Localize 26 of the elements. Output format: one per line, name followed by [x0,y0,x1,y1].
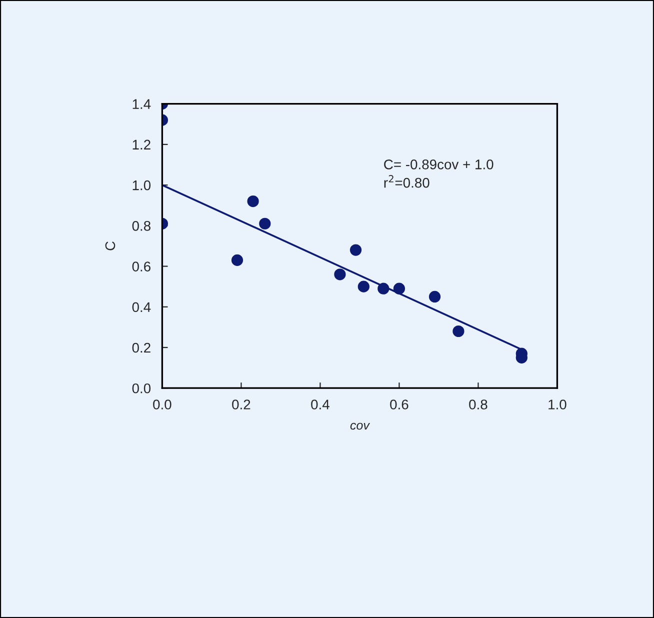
x-tick-label: 0.8 [469,400,488,410]
x-tick-label: 0.2 [232,400,250,410]
y-tick-label: 1.0 [132,180,151,190]
x-tick-label: 0.0 [153,400,172,410]
x-tick-label: 0.6 [390,400,408,410]
y-tick-label: 1.4 [132,99,151,109]
point [259,218,271,230]
point [452,325,464,338]
y-tick-label: 0.2 [132,342,150,353]
point [247,195,259,208]
point [334,268,346,280]
x-tick-label: 1.0 [548,400,566,410]
point [350,244,362,256]
y-tick-label: 1.2 [132,140,150,150]
y-axis-title: C [105,241,116,250]
point [231,254,244,266]
annotation: r$^{2}$=0.80 [384,175,430,188]
y-tick-label: 0.0 [132,383,151,394]
y-tick-label: 0.6 [132,262,150,272]
annotation: C= -0.89cov + 1.0 [384,160,494,170]
y-tick-label: 0.4 [132,302,151,312]
y-tick-label: 0.8 [132,220,150,231]
x-axis-title: cov [350,422,370,430]
point [358,280,370,292]
x-tick-label: 0.4 [311,400,330,410]
point [428,290,441,303]
